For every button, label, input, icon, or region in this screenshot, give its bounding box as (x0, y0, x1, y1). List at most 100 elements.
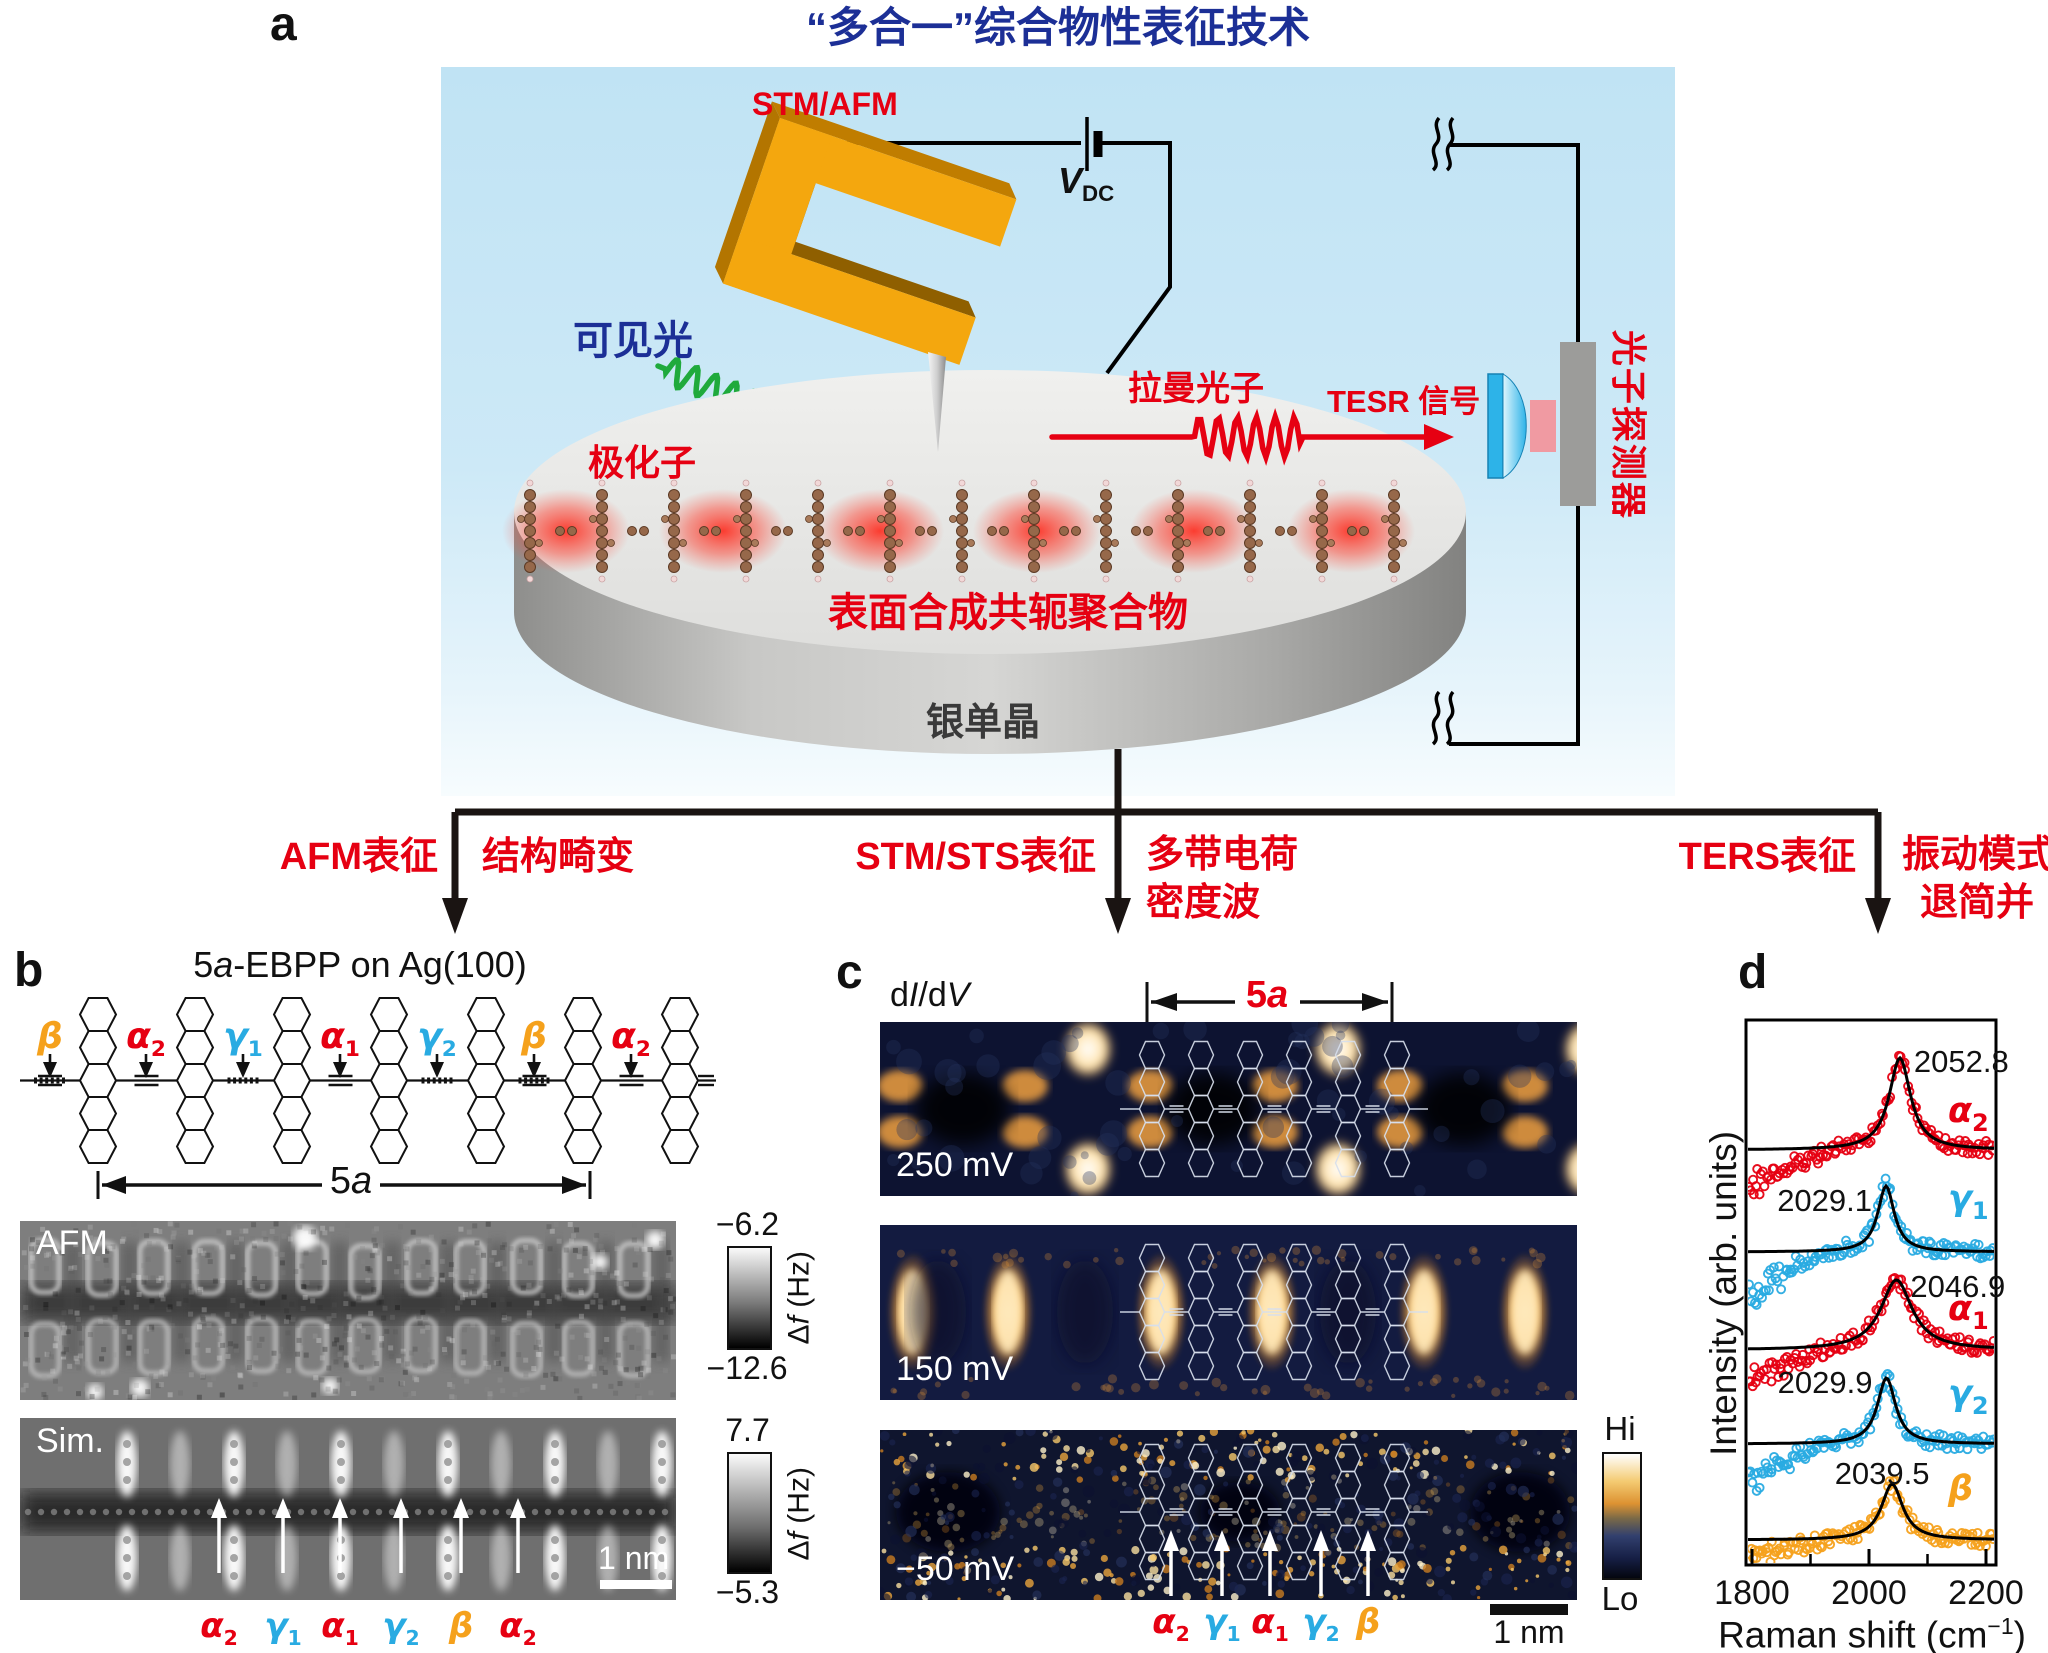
d2: /d (918, 976, 947, 1014)
xlabel-main: Raman shift (cm (1718, 1614, 1988, 1653)
scale-bar-label-sts: 1 nm (1493, 1614, 1565, 1650)
didv-map-minus50mv (880, 1430, 1577, 1600)
panel-c-label: c (836, 946, 863, 999)
bond-label-arrows (43, 1054, 638, 1078)
bond-label-β: β (448, 1606, 474, 1646)
lorentzian-fit-beta (1748, 1482, 1994, 1541)
bond-label-γ2: γ2 (382, 1606, 420, 1650)
panel-a-label: a (270, 0, 297, 51)
lorentzian-fit-alpha2 (1748, 1055, 1994, 1151)
hz-unit: (Hz) (782, 1251, 816, 1317)
photon-detector-label: 光子探测器 (1607, 329, 1649, 520)
c-span-a: a (1267, 974, 1289, 1016)
bond-label-β: β (37, 1016, 63, 1057)
bond-label-γ1: γ1 (223, 1016, 263, 1063)
b-span-5: 5 (329, 1160, 351, 1202)
branch-method-sts: STM/STS表征 (855, 836, 1096, 878)
polymer-chain-on-disc (502, 479, 1415, 583)
polymer-label: 表面合成共轭聚合物 (828, 591, 1188, 635)
bias-150mv-label: 150 mV (896, 1350, 1014, 1388)
lorentzian-fit-gamma2 (1748, 1376, 1994, 1446)
figure-title: “多合一”综合物性表征技术 (805, 4, 1310, 51)
c-span-5: 5 (1245, 974, 1267, 1016)
lorentzian-fit-alpha1 (1748, 1278, 1994, 1351)
afm-scale-unit: Δf (Hz) (782, 1233, 816, 1363)
colorbar-lo-label: Lo (1601, 1580, 1639, 1617)
peak-value-alpha2: 2052.8 (1914, 1044, 2009, 1079)
spectrum-gamma2 (1748, 1368, 1994, 1496)
afm-scale-max: −6.2 (715, 1206, 780, 1242)
lens-dome-icon (1502, 373, 1527, 479)
bond-label-γ2: γ2 (417, 1016, 457, 1063)
xlabel-sup: −1 (1987, 1613, 2014, 1639)
bond-label-α2: α2 (499, 1606, 537, 1650)
peak-value-alpha1: 2046.9 (1910, 1269, 2005, 1304)
branch-method-afm: AFM表征 (279, 836, 438, 878)
f-symbol: f (782, 1316, 816, 1325)
bias-subscript: DC (1082, 181, 1115, 207)
scale-bar-label-sim: 1 nm (598, 1540, 670, 1576)
b-title-a: a (213, 944, 234, 985)
panel-d-label: d (1738, 946, 1768, 999)
photon-detector-bar-icon (1560, 342, 1596, 506)
series-label-beta: β (1947, 1469, 1973, 1509)
peak-value-gamma1: 2029.1 (1777, 1183, 1872, 1218)
molecule-overlay (1120, 1443, 1428, 1581)
stm-tip-icon (928, 352, 946, 452)
b-title-rest: -EBPP on Ag(100) (233, 944, 527, 985)
spectrum-gamma1 (1748, 1173, 1994, 1310)
bond-label-α1: α1 (320, 1016, 360, 1063)
bond-label-α2: α2 (611, 1016, 651, 1063)
x-axis-label: Raman shift (cm−1) (1706, 1614, 2038, 1653)
bond-label-β: β (521, 1016, 547, 1057)
sim-scale-max: 7.7 (725, 1412, 770, 1448)
branch-result-afm: 结构畸变 (482, 836, 635, 878)
f-symbol: f (782, 1532, 816, 1541)
probe-label: STM/AFM (752, 86, 898, 122)
raman-photon-label: 拉曼光子 (1128, 370, 1264, 408)
bond-label-α2: α2 (126, 1016, 166, 1063)
tuning-fork-sensor-icon (714, 101, 1017, 365)
detector-sensor-icon (1530, 400, 1556, 452)
spectrum-alpha1 (1748, 1273, 1994, 1392)
chemical-structure-5a-ebpp (20, 997, 716, 1164)
peak-value-gamma2: 2029.9 (1778, 1365, 1873, 1400)
b-title-5: 5 (193, 944, 214, 985)
xlabel-close: ) (2013, 1614, 2026, 1653)
tesr-signal-label: TESR 信号 (1327, 384, 1481, 419)
bond-site-arrows-sim (211, 1498, 526, 1573)
didv-label: dI/dV (890, 976, 969, 1014)
sim-colorbar (727, 1452, 772, 1574)
panel-b-label: b (14, 944, 44, 997)
branch-result-sts-2: 密度波 (1146, 882, 1261, 924)
molecule-overlay (1120, 1040, 1428, 1178)
sim-scale-min: −5.3 (715, 1574, 780, 1610)
bias-label: VDC (1058, 162, 1114, 206)
molecule-overlay (1120, 1243, 1428, 1381)
sim-image-label: Sim. (36, 1422, 104, 1460)
series-label-alpha2: α2 (1948, 1091, 1989, 1137)
wire-break-icon (1445, 116, 1455, 172)
branch-arrows (442, 749, 1891, 934)
didv-map-250mv (880, 1022, 1577, 1196)
raman-signal-arrow-icon (1049, 408, 1454, 466)
unit-cell-span-c (1145, 982, 1394, 1022)
afm-scale-min: −12.6 (706, 1350, 788, 1386)
bond-label-α2: α2 (1152, 1602, 1190, 1646)
series-label-alpha1: α1 (1948, 1289, 1989, 1335)
bond-label-γ1: γ1 (264, 1606, 302, 1650)
afm-image (20, 1221, 676, 1400)
x-tick-label: 2000 (1831, 1574, 1907, 1612)
branch-method-ters: TERS表征 (1678, 836, 1856, 878)
scale-bar-sts (1490, 1604, 1568, 1615)
bias-symbol: V (1058, 160, 1083, 201)
bond-label-γ2: γ2 (1302, 1602, 1340, 1646)
bond-label-α1: α1 (1251, 1602, 1289, 1646)
sim-scale-unit: Δf (Hz) (782, 1449, 816, 1579)
lorentzian-fit-gamma1 (1748, 1183, 1994, 1254)
detector-wire (1431, 116, 1580, 746)
branch-result-ters-2: 退简并 (1920, 882, 2035, 924)
lens-flat-icon (1487, 373, 1504, 479)
